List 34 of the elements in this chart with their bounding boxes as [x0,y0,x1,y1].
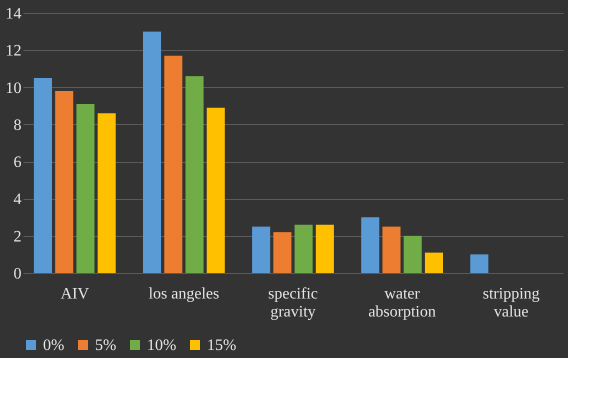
bar [76,104,94,273]
legend-label: 10% [147,337,176,354]
bar [404,236,422,273]
bar [382,226,400,273]
y-tick-label: 2 [14,228,22,246]
y-tick-label: 10 [6,80,22,97]
y-tick-label: 4 [14,191,22,208]
bar [424,252,443,273]
bar [273,232,292,273]
y-tick-label: 12 [6,42,22,60]
bar [206,108,225,273]
bar [164,56,182,273]
x-tick-label: AIV [60,286,90,302]
x-tick-label: water absorption [368,286,436,320]
bar [316,224,334,273]
bar [252,226,270,273]
x-tick-label: specific gravity [268,286,318,320]
legend-label: 0% [43,337,64,354]
bar [294,224,313,273]
bar [361,217,380,273]
y-tick-label: 14 [6,6,22,22]
y-tick-label: 0 [14,266,22,282]
bar [55,91,74,273]
bar [34,78,52,273]
y-tick-label: 8 [14,116,22,134]
y-tick-label: 6 [14,154,22,172]
legend-label: 5% [95,337,116,354]
bar [186,76,204,273]
bar [470,254,488,273]
legend-label: 15% [207,337,236,354]
x-tick-label: los angeles [148,286,220,302]
x-tick-label: stripping value [482,286,540,320]
bar [98,113,116,273]
bar [143,32,162,273]
